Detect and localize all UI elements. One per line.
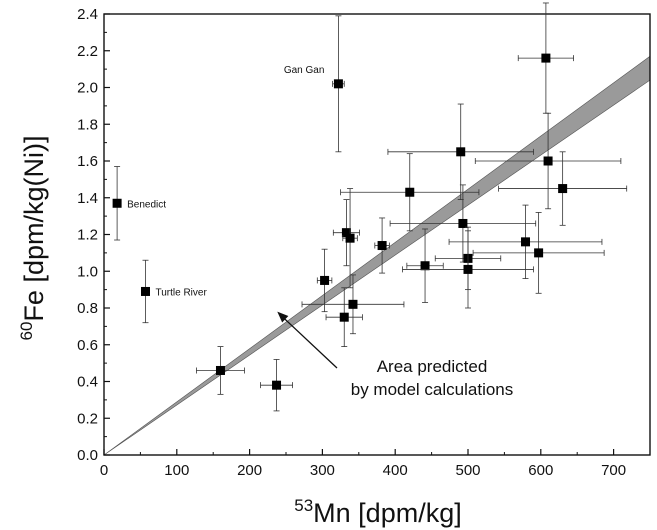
data-point (260, 359, 293, 412)
data-points (112, 2, 628, 412)
data-point (301, 274, 405, 335)
x-tick-label: 600 (528, 462, 553, 479)
data-point (342, 188, 358, 289)
square-marker (377, 241, 387, 251)
annotations: Benedict Turtle River Gan Gan Area predicte… (127, 65, 513, 399)
data-point (474, 112, 622, 210)
data-point (325, 287, 363, 347)
square-marker (558, 184, 568, 194)
data-point (517, 2, 574, 114)
square-marker (405, 187, 415, 197)
y-axis-title: 60Fe [dpm/kg(Ni)] (17, 136, 49, 341)
square-marker (534, 248, 544, 258)
x-axis-title: 53Mn [dpm/kg] (294, 496, 461, 528)
annotation-text-line: Area predicted (377, 357, 488, 376)
y-tick-label: 2.4 (77, 6, 98, 23)
x-tick-label: 100 (164, 462, 189, 479)
square-marker (348, 299, 358, 309)
annotation-arrow-line (280, 315, 338, 369)
data-point (402, 230, 534, 309)
data-point (140, 259, 150, 324)
data-point (389, 184, 537, 263)
x-tick-label: 500 (455, 462, 480, 479)
x-tick-label: 200 (237, 462, 262, 479)
square-marker (320, 275, 330, 285)
square-marker (521, 237, 531, 247)
data-point (374, 217, 390, 274)
data-point (387, 103, 534, 200)
data-point (498, 151, 628, 226)
y-tick-label: 1.8 (77, 116, 98, 133)
square-marker (215, 365, 225, 375)
data-point (332, 15, 345, 153)
y-tick-label: 0.4 (77, 374, 98, 391)
square-marker (541, 53, 551, 63)
data-point (340, 153, 480, 232)
square-marker (272, 380, 282, 390)
x-axis-title-text: Mn [dpm/kg] (313, 498, 462, 528)
point-label: Gan Gan (284, 65, 325, 76)
square-marker (333, 79, 343, 89)
x-tick-label: 0 (100, 462, 108, 479)
y-tick-label: 2.0 (77, 80, 98, 97)
y-tick-label: 1.0 (77, 263, 98, 280)
x-tick-label: 400 (383, 462, 408, 479)
square-marker (458, 218, 468, 228)
square-marker (543, 156, 553, 166)
y-tick-label: 0.2 (77, 410, 98, 427)
square-marker (341, 228, 351, 238)
square-marker (456, 147, 466, 157)
y-tick-label: 1.4 (77, 190, 98, 207)
y-tick-label: 2.2 (77, 43, 98, 60)
data-point (316, 248, 333, 313)
axis-ticks: 0 100 200 300 400 500 600 700 0.0 0.2 0.4 0.6 0.8 1.0… (77, 6, 626, 479)
annotation-text-line: by model calculations (351, 380, 514, 399)
data-point (472, 212, 605, 294)
y-axis-title-text: Fe [dpm/kg(Ni)] (19, 136, 49, 322)
square-marker (345, 233, 355, 243)
data-point (332, 199, 360, 267)
y-tick-label: 1.2 (77, 227, 98, 244)
y-tick-label: 0.8 (77, 300, 98, 317)
square-marker (140, 286, 150, 296)
square-marker (112, 198, 122, 208)
x-axis-title-sup: 53 (294, 496, 313, 515)
data-point (448, 204, 603, 280)
square-marker (463, 264, 473, 274)
y-tick-label: 0.0 (77, 447, 98, 464)
x-tick-label: 700 (601, 462, 626, 479)
data-point (406, 228, 444, 303)
y-axis-title-sup: 60 (17, 322, 36, 341)
y-tick-label: 1.6 (77, 153, 98, 170)
data-point (112, 166, 122, 241)
square-marker (339, 312, 349, 322)
annotation-arrow-head (277, 311, 289, 323)
square-marker (420, 261, 430, 271)
point-label: Turtle River (155, 287, 207, 298)
point-label: Benedict (127, 199, 166, 210)
y-tick-label: 0.6 (77, 337, 98, 354)
x-tick-label: 300 (310, 462, 335, 479)
data-point (196, 346, 245, 395)
